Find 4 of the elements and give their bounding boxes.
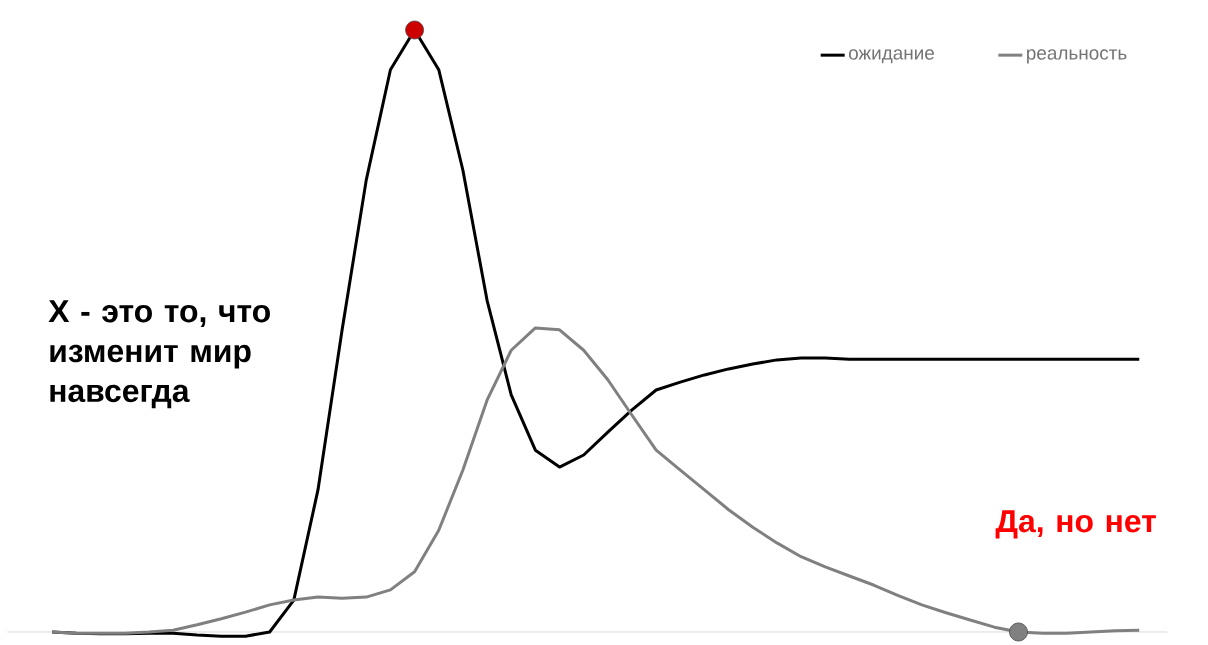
legend-label: реальность	[1027, 49, 1127, 64]
annotation: X - это то, что изменит мир навсегда	[48, 300, 270, 409]
annotation: Да, но нет	[995, 510, 1156, 539]
legend-label: ожидание	[848, 49, 934, 64]
